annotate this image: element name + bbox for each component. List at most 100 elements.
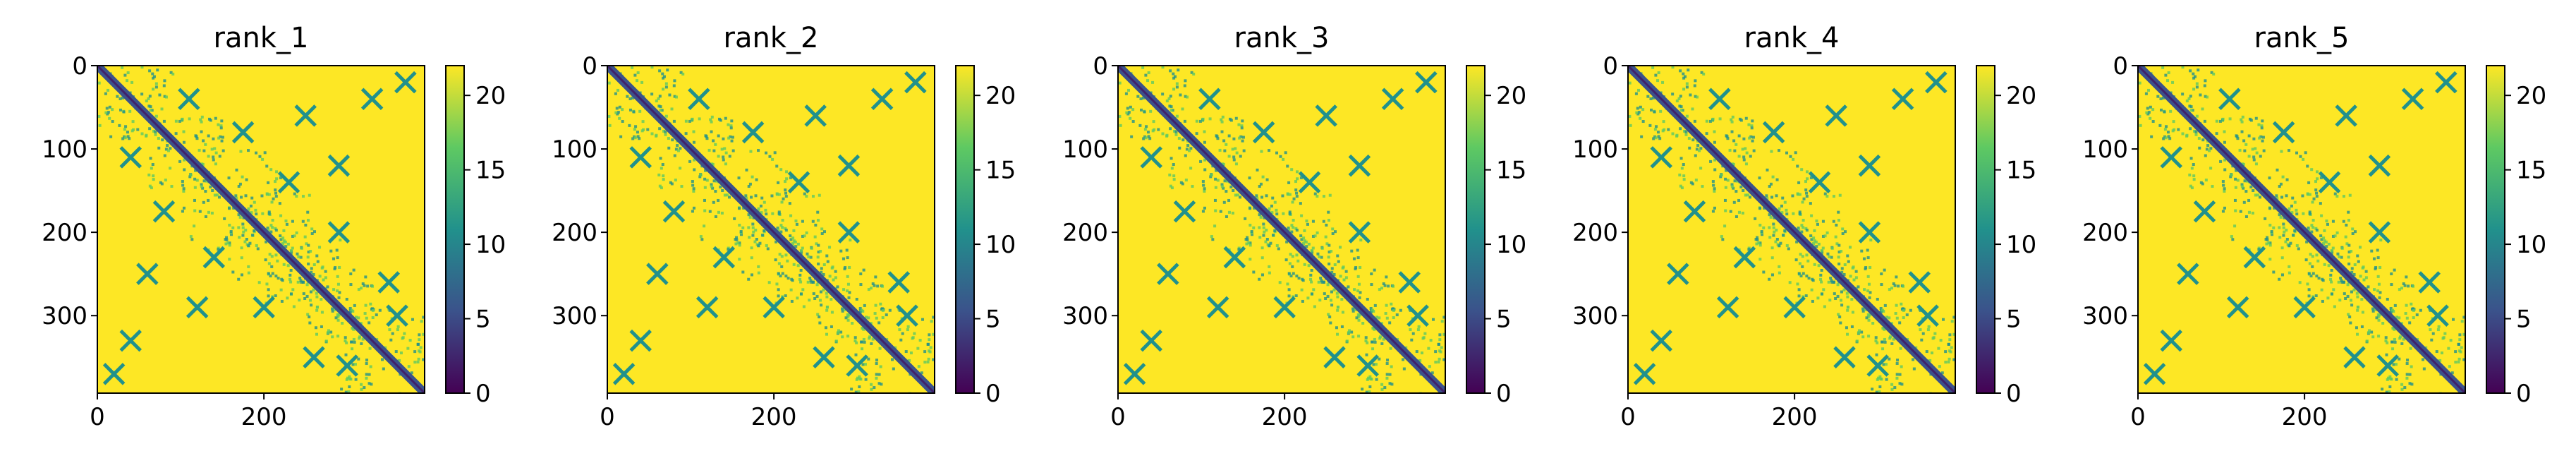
heatmap-cell — [727, 248, 730, 251]
heatmap-cell — [334, 316, 338, 320]
heatmap-cell — [1770, 246, 1774, 250]
heatmap-cell — [1774, 240, 1778, 243]
heatmap-cell — [2347, 263, 2351, 266]
heatmap-cell — [1875, 353, 1878, 356]
heatmap-cell — [2460, 346, 2463, 349]
heatmap-cell — [2209, 147, 2213, 150]
heatmap-cell — [771, 157, 774, 161]
heatmap-cell — [1169, 127, 1172, 131]
heatmap-cell — [154, 130, 157, 133]
heatmap-cell — [875, 376, 878, 380]
heatmap-cell — [2410, 383, 2414, 386]
heatmap-cell — [2331, 246, 2335, 250]
heatmap-cell — [2398, 288, 2401, 291]
contact-motif — [231, 121, 255, 144]
x-tick-label: 0 — [2130, 403, 2146, 431]
heatmap-cell — [2295, 208, 2298, 212]
heatmap-cell — [2271, 233, 2274, 236]
heatmap-cell — [399, 351, 403, 355]
heatmap-cell — [862, 327, 865, 331]
heatmap-cell — [2268, 241, 2272, 245]
heatmap-cell — [1330, 249, 1333, 253]
heatmap-cell — [1296, 170, 1299, 174]
heatmap-cell — [1366, 297, 1369, 301]
panel-title: rank_2 — [724, 22, 819, 54]
heatmap-cell — [2278, 236, 2282, 239]
heatmap-cell — [309, 290, 312, 294]
heatmap-cell — [717, 134, 720, 138]
heatmap-cell — [305, 294, 309, 298]
heatmap-cell — [1227, 198, 1231, 202]
heatmap-cell — [820, 227, 824, 231]
heatmap-cell — [1702, 72, 1706, 76]
heatmap-cell — [1724, 186, 1727, 189]
heatmap-cell — [2166, 79, 2170, 83]
heatmap-cell — [359, 287, 363, 290]
heatmap-cell — [207, 155, 210, 158]
heatmap-cell — [851, 321, 854, 325]
heatmap-cell — [863, 340, 866, 344]
heatmap-cell — [928, 338, 931, 342]
panel-title: rank_1 — [214, 22, 309, 54]
contact-motif — [2226, 296, 2249, 319]
heatmap-cell — [348, 375, 351, 378]
heatmap-cell — [2252, 188, 2255, 192]
contact-motif — [377, 271, 400, 294]
heatmap-cell — [1169, 109, 1173, 112]
heatmap-cell — [1286, 282, 1289, 286]
heatmap-cell — [413, 350, 417, 354]
heatmap-cell — [2191, 109, 2194, 112]
heatmap-cell — [310, 270, 313, 274]
heatmap-cell — [1438, 333, 1442, 337]
heatmap-cell — [1130, 135, 1134, 138]
heatmap-cell — [1724, 177, 1727, 181]
heatmap-cell — [759, 204, 763, 208]
heatmap-cell — [751, 234, 755, 237]
heatmap-cell — [1290, 230, 1294, 234]
heatmap-cell — [336, 256, 339, 260]
heatmap-cell — [1347, 285, 1350, 289]
heatmap-cell — [320, 266, 324, 270]
heatmap-cell — [1937, 347, 1940, 350]
panel-title: rank_3 — [1234, 22, 1330, 54]
heatmap-cell — [352, 327, 356, 331]
heatmap-cell — [1725, 169, 1728, 172]
heatmap-cell — [815, 294, 819, 298]
heatmap-cell — [1336, 254, 1339, 258]
contact-motif — [1398, 271, 1421, 294]
heatmap-cell — [842, 288, 846, 291]
heatmap-cell — [2400, 387, 2404, 391]
heatmap-cell — [2288, 244, 2291, 248]
heatmap-cell — [1693, 119, 1696, 123]
heatmap-cell — [1768, 213, 1771, 217]
contact-motif — [327, 221, 351, 243]
heatmap-cell — [1172, 174, 1176, 178]
plot-frame — [2137, 65, 2466, 394]
heatmap-cell — [1816, 222, 1819, 226]
heatmap-cell — [631, 137, 635, 140]
heatmap-cell — [151, 72, 154, 76]
heatmap-cell — [2350, 249, 2353, 253]
heatmap-cell — [1797, 227, 1800, 230]
heatmap-cell — [1296, 177, 1299, 181]
contact-motif — [662, 200, 686, 223]
heatmap-cell — [2254, 147, 2257, 150]
heatmap-cell — [1685, 85, 1689, 89]
heatmap-cell — [2378, 296, 2381, 299]
heatmap-cell — [240, 246, 243, 250]
heatmap-cell — [674, 148, 678, 151]
heatmap-cell — [195, 135, 198, 138]
heatmap-cell — [1757, 241, 1761, 245]
heatmap-cell — [1385, 376, 1389, 380]
heatmap-cell — [1307, 264, 1311, 267]
heatmap-cell — [809, 255, 813, 259]
heatmap-cell — [1850, 298, 1854, 301]
heatmap-cell — [1285, 240, 1289, 243]
heatmap-cell — [312, 263, 316, 267]
heatmap-cell — [1770, 196, 1774, 199]
heatmap-cell — [875, 362, 878, 366]
heatmap-cell — [1287, 288, 1291, 291]
heatmap-cell — [1294, 294, 1298, 298]
x-tick-label: 0 — [1620, 403, 1636, 431]
heatmap-cell — [2189, 157, 2193, 160]
